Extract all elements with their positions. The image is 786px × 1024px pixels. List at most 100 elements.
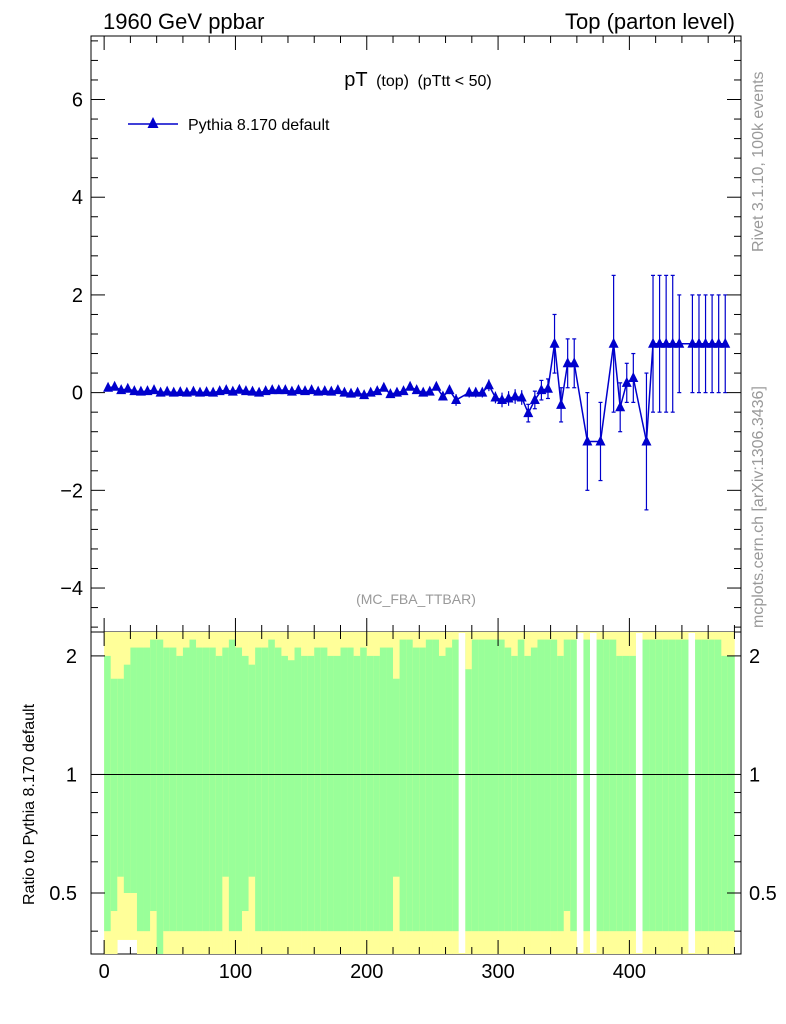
data-point-marker (247, 385, 258, 396)
data-point-marker (713, 337, 724, 348)
ratio-band-green (714, 639, 722, 932)
ratio-band-green (393, 678, 400, 877)
data-point-marker (608, 337, 619, 348)
ratio-band-green (248, 664, 256, 877)
ratio-band-green (104, 655, 111, 932)
data-point-marker (700, 337, 711, 348)
data-point-marker (221, 384, 232, 395)
y-tick-label: 2 (72, 285, 83, 307)
data-point-marker (319, 385, 330, 396)
ratio-y-tick-label: 0.5 (749, 883, 777, 905)
data-point-marker (510, 390, 521, 401)
data-point-marker (175, 386, 186, 397)
header-left: 1960 GeV ppbar (103, 9, 264, 34)
ratio-band-green (452, 639, 459, 932)
data-point-marker (273, 384, 284, 395)
ratio-band-green (681, 639, 689, 932)
ratio-band-green (130, 647, 138, 893)
ratio-band-green (281, 655, 289, 932)
ratio-y-tick-label: 2 (749, 646, 760, 668)
ratio-band-green (406, 639, 414, 932)
ratio-band-green (202, 647, 210, 932)
ratio-band-green (662, 639, 670, 932)
ratio-band-green (274, 647, 282, 932)
data-point-marker (687, 337, 698, 348)
ratio-band-green (544, 639, 551, 932)
ratio-band-green (399, 639, 407, 932)
data-point-marker (674, 337, 685, 348)
data-point-marker (621, 376, 632, 387)
ratio-band-green (642, 639, 650, 932)
data-point-marker (437, 390, 448, 401)
ratio-band-green (347, 647, 354, 932)
ratio-band-green (478, 639, 486, 932)
ratio-band-green (333, 655, 341, 932)
ratio-band-green (340, 647, 348, 932)
ratio-band-green (176, 655, 184, 932)
ratio-band-green (517, 639, 525, 932)
ratio-y-tick-label: 0.5 (49, 883, 77, 905)
ratio-band-green (123, 664, 131, 893)
ratio-band-green (110, 678, 118, 912)
data-point-marker (707, 337, 718, 348)
data-point-marker (569, 357, 580, 368)
ratio-band-green (189, 639, 197, 932)
ratio-band-green (445, 647, 453, 932)
data-point-marker (654, 337, 665, 348)
ratio-band-green (314, 647, 322, 932)
data-point-marker (516, 391, 527, 402)
data-point-marker (240, 385, 251, 396)
ratio-band-green (307, 655, 315, 932)
ratio-band-green (182, 647, 190, 932)
data-point-marker (405, 380, 416, 391)
ratio-band-green (353, 655, 361, 932)
ratio-band-green (169, 647, 177, 932)
data-point-marker (444, 384, 455, 395)
ratio-band-green (701, 639, 709, 932)
data-point-marker (490, 391, 501, 402)
data-point-marker (306, 384, 317, 395)
ratio-band-green (622, 655, 630, 932)
data-point-marker (661, 337, 672, 348)
data-point-marker (451, 393, 462, 404)
data-point-marker (562, 357, 573, 368)
ratio-band-green (727, 655, 735, 932)
ratio-band-green (268, 639, 276, 932)
ratio-band-empty (576, 633, 584, 953)
legend-label: Pythia 8.170 default (188, 117, 330, 134)
mcplots-label: mcplots.cern.ch [arXiv:1306.3436] (750, 386, 767, 628)
data-point-marker (280, 384, 291, 395)
data-point-marker (549, 337, 560, 348)
ratio-band-green (596, 639, 604, 932)
x-tick-label: 0 (99, 961, 110, 983)
ratio-band-green (563, 639, 571, 912)
ratio-band-green (537, 639, 545, 932)
data-point-marker (201, 386, 212, 397)
analysis-label: (MC_FBA_TTBAR) (356, 591, 476, 607)
title-main: pT (344, 69, 367, 91)
ratio-band-green (196, 647, 203, 932)
ratio-band-green (708, 639, 716, 932)
ratio-band-green (261, 647, 269, 932)
ratio-band-green (583, 639, 591, 932)
data-point-marker (378, 381, 389, 392)
ratio-band-empty (635, 633, 643, 953)
ratio-band-green (675, 639, 683, 932)
ratio-band-green (150, 639, 157, 912)
data-point-marker (188, 385, 199, 396)
ratio-band-green (366, 655, 374, 932)
data-point-marker (424, 385, 435, 396)
data-point-marker (339, 386, 350, 397)
ratio-band-green (235, 647, 243, 932)
ratio-band-green (222, 647, 230, 877)
ratio-band-green (294, 647, 302, 932)
ratio-band-green (655, 639, 663, 932)
data-point-marker (641, 435, 652, 446)
ratio-band-green (465, 669, 473, 932)
ratio-band-green (609, 639, 617, 932)
data-point-marker (470, 386, 481, 397)
ratio-band-green (156, 639, 164, 954)
data-point-marker (234, 383, 245, 394)
data-point-marker (529, 393, 540, 404)
